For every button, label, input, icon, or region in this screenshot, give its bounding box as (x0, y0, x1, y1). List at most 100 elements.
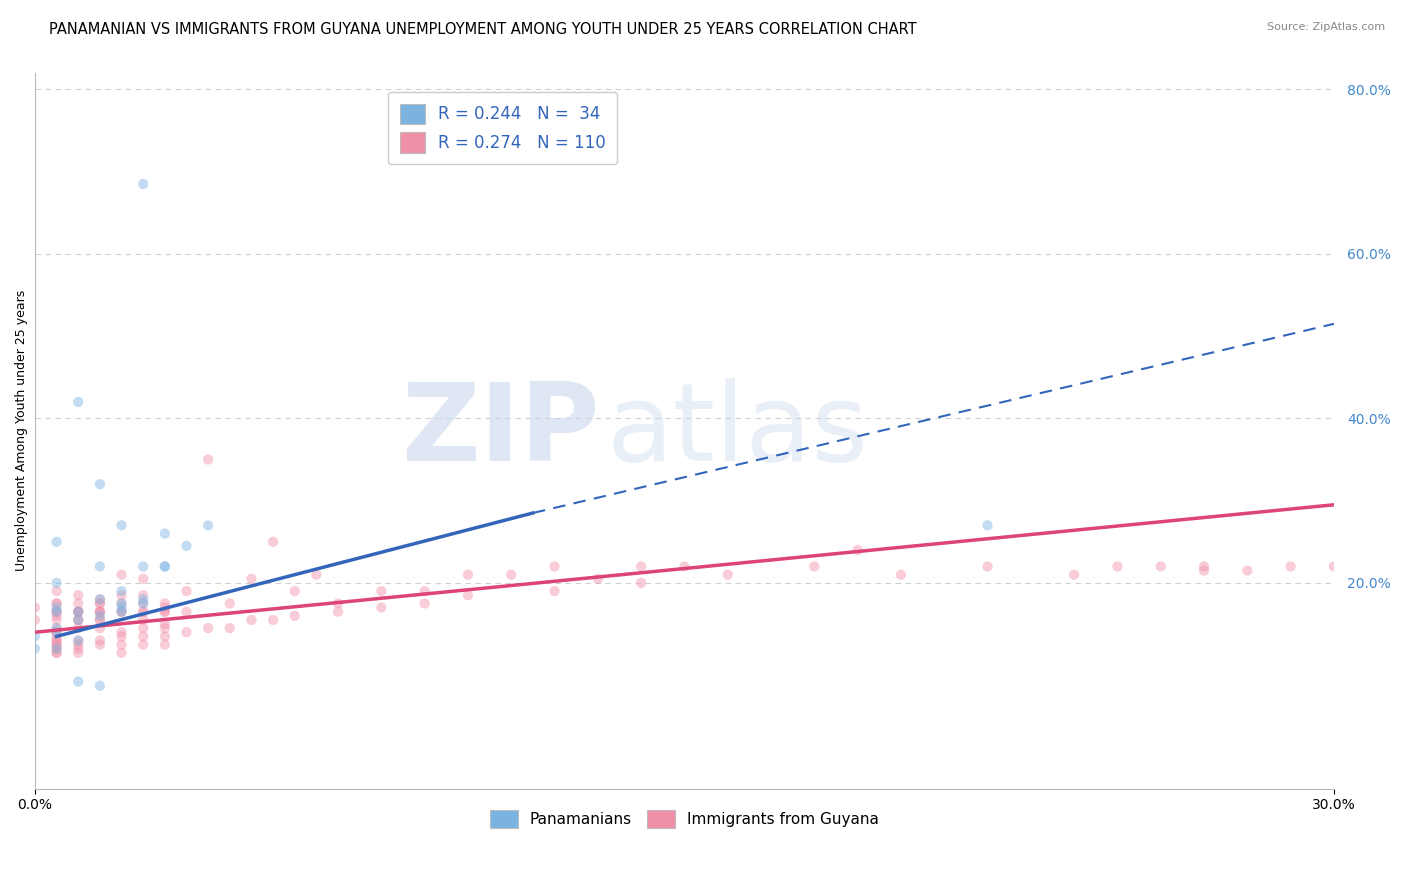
Point (1063, 567, 1085, 582)
Point (45, 638, 67, 652)
Point (153, 597, 176, 611)
Text: PANAMANIAN VS IMMIGRANTS FROM GUYANA UNEMPLOYMENT AMONG YOUTH UNDER 25 YEARS COR: PANAMANIAN VS IMMIGRANTS FROM GUYANA UNE… (49, 22, 917, 37)
Point (45, 646, 67, 660)
Text: atlas: atlas (606, 377, 869, 483)
Point (110, 588, 132, 602)
Point (67, 605, 90, 619)
Point (110, 605, 132, 619)
Point (45, 621, 67, 635)
Point (45, 584, 67, 599)
Point (45, 605, 67, 619)
Point (153, 526, 176, 541)
Point (630, 559, 652, 574)
Point (153, 559, 176, 574)
Point (153, 605, 176, 619)
Point (132, 605, 155, 619)
Point (132, 588, 155, 602)
Point (67, 613, 90, 627)
Point (262, 534, 284, 549)
Point (24, 613, 46, 627)
Point (67, 395, 90, 409)
Point (132, 572, 155, 586)
Point (45, 641, 67, 656)
Point (67, 605, 90, 619)
Point (67, 646, 90, 660)
Point (132, 592, 155, 607)
Point (1107, 559, 1129, 574)
Point (45, 605, 67, 619)
Point (89, 605, 111, 619)
Point (1279, 559, 1302, 574)
Point (803, 559, 825, 574)
Point (153, 621, 176, 635)
Point (501, 567, 523, 582)
Point (24, 600, 46, 615)
Point (67, 633, 90, 648)
Point (326, 597, 349, 611)
Point (89, 477, 111, 491)
Point (197, 621, 219, 635)
Point (45, 633, 67, 648)
Point (45, 534, 67, 549)
Point (89, 605, 111, 619)
Point (717, 567, 740, 582)
Point (630, 575, 652, 590)
Point (45, 608, 67, 623)
Point (89, 608, 111, 623)
Point (153, 629, 176, 643)
Point (67, 613, 90, 627)
Point (284, 584, 307, 599)
Point (457, 588, 479, 602)
Point (45, 575, 67, 590)
Point (45, 621, 67, 635)
Point (89, 633, 111, 648)
Point (153, 600, 176, 615)
Point (67, 638, 90, 652)
Point (67, 613, 90, 627)
Point (67, 674, 90, 689)
Point (67, 605, 90, 619)
Point (413, 597, 436, 611)
Point (89, 605, 111, 619)
Point (89, 638, 111, 652)
Point (846, 543, 869, 558)
Point (197, 518, 219, 533)
Point (110, 638, 132, 652)
Point (67, 641, 90, 656)
Point (45, 597, 67, 611)
Point (153, 605, 176, 619)
Point (89, 592, 111, 607)
Point (45, 625, 67, 640)
Point (89, 592, 111, 607)
Point (132, 621, 155, 635)
Point (976, 559, 998, 574)
Point (45, 629, 67, 643)
Point (370, 584, 392, 599)
Point (45, 638, 67, 652)
Point (89, 597, 111, 611)
Point (176, 605, 198, 619)
Point (218, 597, 240, 611)
Point (262, 613, 284, 627)
Point (67, 621, 90, 635)
Point (176, 584, 198, 599)
Point (890, 567, 912, 582)
Point (1150, 559, 1173, 574)
Point (132, 559, 155, 574)
Point (176, 539, 198, 553)
Y-axis label: Unemployment Among Youth under 25 years: Unemployment Among Youth under 25 years (15, 290, 28, 572)
Point (110, 584, 132, 599)
Point (24, 641, 46, 656)
Point (976, 518, 998, 533)
Point (45, 646, 67, 660)
Point (45, 641, 67, 656)
Point (153, 617, 176, 632)
Point (673, 559, 696, 574)
Point (89, 559, 111, 574)
Point (218, 621, 240, 635)
Point (89, 613, 111, 627)
Point (326, 605, 349, 619)
Point (1192, 564, 1215, 578)
Point (110, 646, 132, 660)
Point (110, 605, 132, 619)
